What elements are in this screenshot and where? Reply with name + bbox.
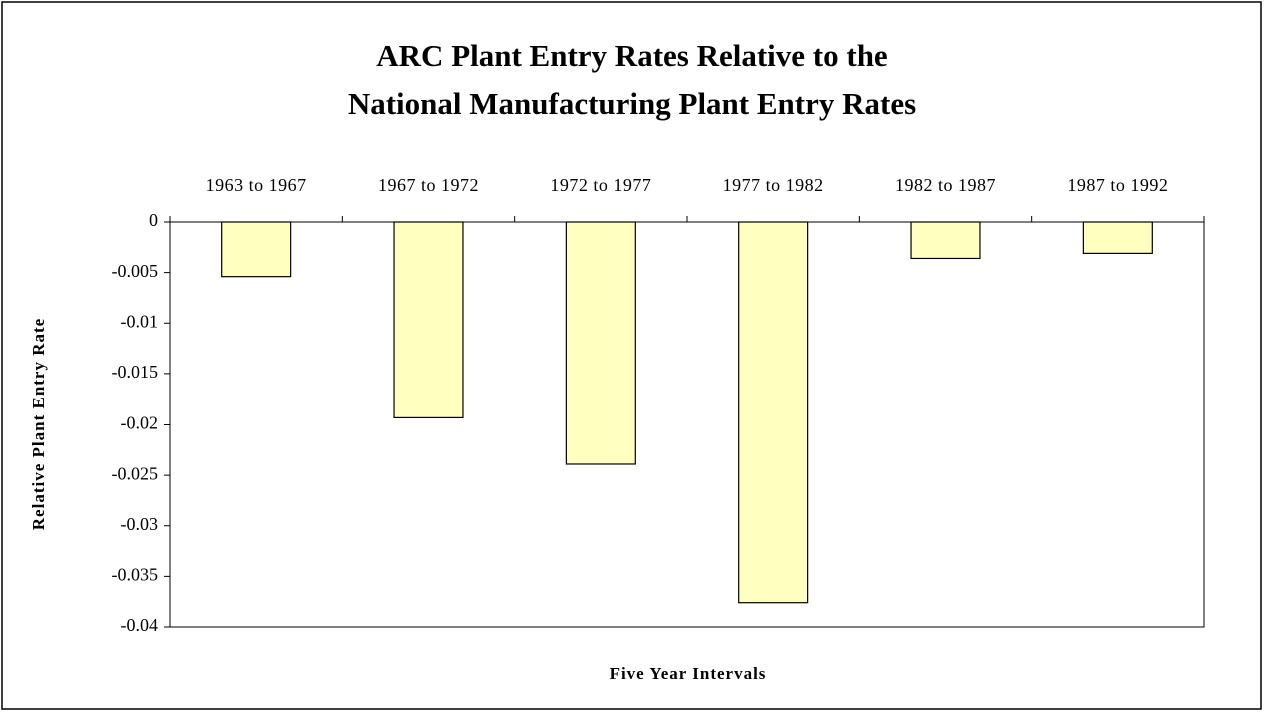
y-tick-label: -0.035 (112, 565, 159, 585)
y-tick-label: -0.005 (112, 261, 159, 281)
bar (221, 221, 292, 278)
bar (910, 221, 981, 260)
y-tick-label: -0.025 (112, 463, 159, 483)
x-tick-label: 1972 to 1977 (550, 175, 651, 195)
x-tick-label: 1977 to 1982 (723, 175, 824, 195)
y-axis-title: Relative Plant Entry Rate (29, 318, 48, 530)
x-tick-label: 1987 to 1992 (1067, 175, 1168, 195)
x-tick-label: 1982 to 1987 (895, 175, 996, 195)
y-tick-label: -0.03 (121, 514, 159, 534)
x-axis-title: Five Year Intervals (610, 664, 767, 683)
chart-title-line: ARC Plant Entry Rates Relative to the (376, 38, 887, 73)
x-tick-label: 1967 to 1972 (378, 175, 479, 195)
chart-title-line: National Manufacturing Plant Entry Rates (348, 86, 916, 121)
x-tick-label: 1963 to 1967 (206, 175, 307, 195)
y-tick-label: -0.01 (121, 311, 159, 331)
y-tick-label: -0.015 (112, 362, 159, 382)
bar (738, 221, 809, 604)
y-tick-label: -0.04 (121, 615, 159, 635)
y-tick-label: 0 (149, 210, 158, 230)
bar (1082, 221, 1153, 254)
bar (393, 221, 464, 419)
y-tick-label: -0.02 (121, 413, 159, 433)
bar (565, 221, 636, 465)
